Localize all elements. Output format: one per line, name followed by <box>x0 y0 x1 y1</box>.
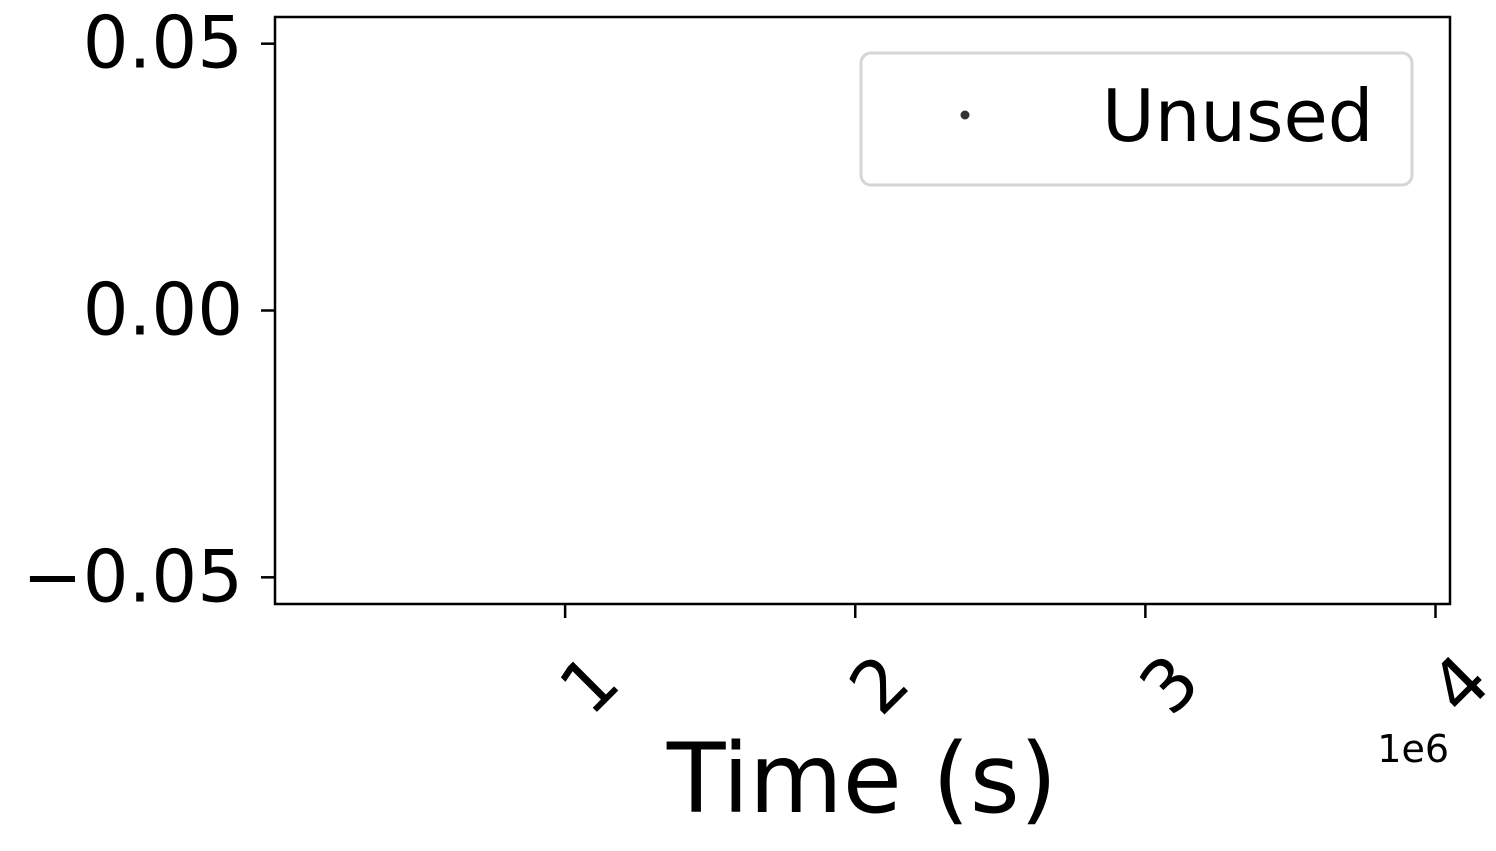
axes-frame <box>273 15 1452 606</box>
y-axis: 0.05 0.00 −0.05 <box>22 1 275 618</box>
x-axis-label: Time (s) <box>666 723 1057 835</box>
legend-frame <box>859 51 1414 187</box>
x-offset-label: 1e6 <box>1377 727 1449 771</box>
legend-label-unused: Unused <box>1102 74 1373 158</box>
legend-marker-unused <box>960 110 970 120</box>
y-tick-label: −0.05 <box>22 534 243 618</box>
y-tick-label: 0.05 <box>83 1 243 85</box>
y-tick-label: 0.00 <box>83 268 243 352</box>
legend: Unused <box>859 51 1414 187</box>
